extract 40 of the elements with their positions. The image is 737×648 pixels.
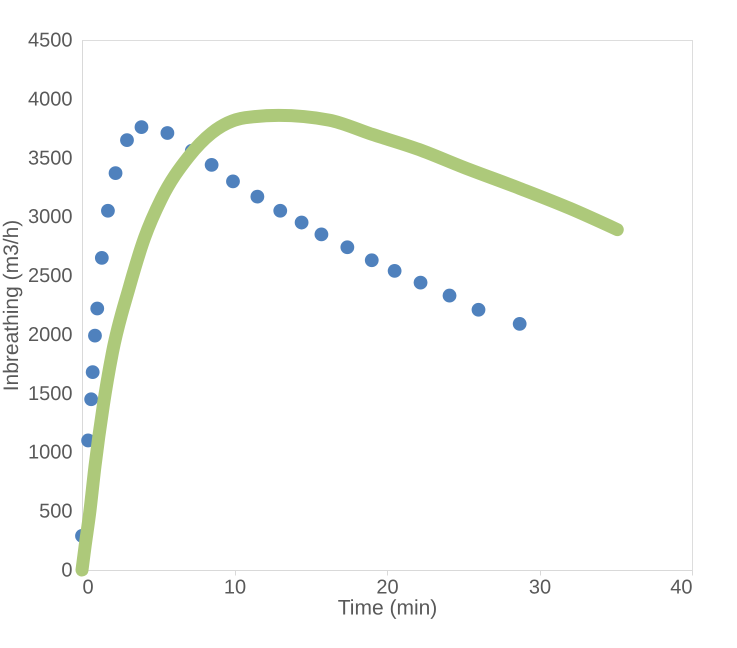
y-tick-label: 2500 [28, 265, 72, 288]
x-tick-label: 40 [670, 576, 692, 598]
point [86, 365, 100, 380]
y-tick-label: 3000 [28, 206, 72, 228]
point [226, 174, 240, 188]
point [414, 276, 428, 290]
y-tick-label: 0 [61, 560, 72, 582]
y-tick-label: 4500 [28, 30, 72, 52]
point [340, 240, 354, 254]
point [88, 328, 102, 342]
point [472, 302, 486, 317]
point [364, 253, 379, 268]
point [388, 264, 402, 278]
y-tick-label: 3500 [28, 147, 72, 170]
point [160, 126, 174, 140]
y-tick-label: 4000 [28, 88, 72, 110]
y-tick-label: 500 [39, 500, 72, 523]
point [101, 204, 115, 218]
point [108, 166, 122, 180]
y-axis-title: Inbreathing (m3/h) [0, 220, 24, 392]
point [250, 190, 264, 204]
x-tick-label: 20 [376, 576, 399, 598]
x-tick-label: 30 [528, 576, 552, 598]
point [84, 392, 98, 406]
point [204, 158, 219, 172]
point [512, 316, 527, 331]
y-tick-label: 2000 [28, 324, 72, 346]
point [120, 133, 134, 147]
point [94, 251, 109, 265]
y-tick-label: 1500 [28, 382, 72, 405]
point [314, 227, 328, 242]
point [273, 204, 288, 218]
x-tick-label: 0 [82, 576, 94, 598]
point [134, 120, 148, 134]
y-tick-label: 1000 [28, 442, 72, 464]
point [90, 302, 104, 316]
point [294, 216, 308, 230]
x-tick-label: 10 [224, 576, 246, 598]
point [442, 288, 456, 302]
x-axis-title: Time (min) [338, 596, 438, 620]
